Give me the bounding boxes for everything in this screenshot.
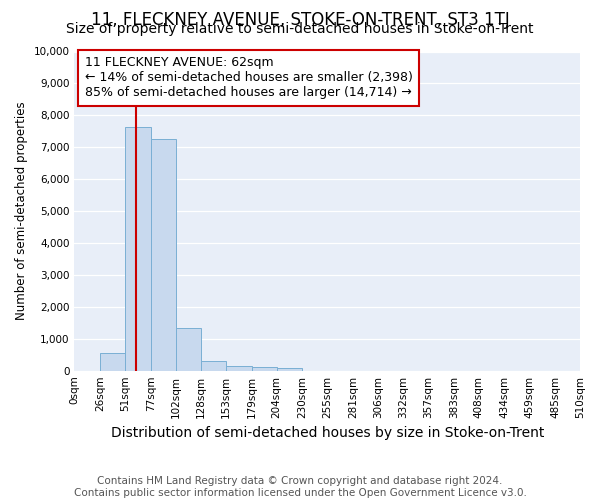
Text: 11 FLECKNEY AVENUE: 62sqm
← 14% of semi-detached houses are smaller (2,398)
85% : 11 FLECKNEY AVENUE: 62sqm ← 14% of semi-… [85, 56, 412, 100]
Text: Contains HM Land Registry data © Crown copyright and database right 2024.
Contai: Contains HM Land Registry data © Crown c… [74, 476, 526, 498]
Bar [100, 353, 125, 370]
Bar [125, 126, 151, 370]
X-axis label: Distribution of semi-detached houses by size in Stoke-on-Trent: Distribution of semi-detached houses by … [110, 426, 544, 440]
Bar [277, 368, 302, 370]
Bar [252, 368, 277, 370]
Y-axis label: Number of semi-detached properties: Number of semi-detached properties [15, 102, 28, 320]
Text: 11, FLECKNEY AVENUE, STOKE-ON-TRENT, ST3 1TJ: 11, FLECKNEY AVENUE, STOKE-ON-TRENT, ST3… [91, 11, 509, 29]
Bar [151, 140, 176, 370]
Text: Size of property relative to semi-detached houses in Stoke-on-Trent: Size of property relative to semi-detach… [66, 22, 534, 36]
Bar [226, 366, 252, 370]
Bar [176, 328, 202, 370]
Bar [202, 361, 226, 370]
